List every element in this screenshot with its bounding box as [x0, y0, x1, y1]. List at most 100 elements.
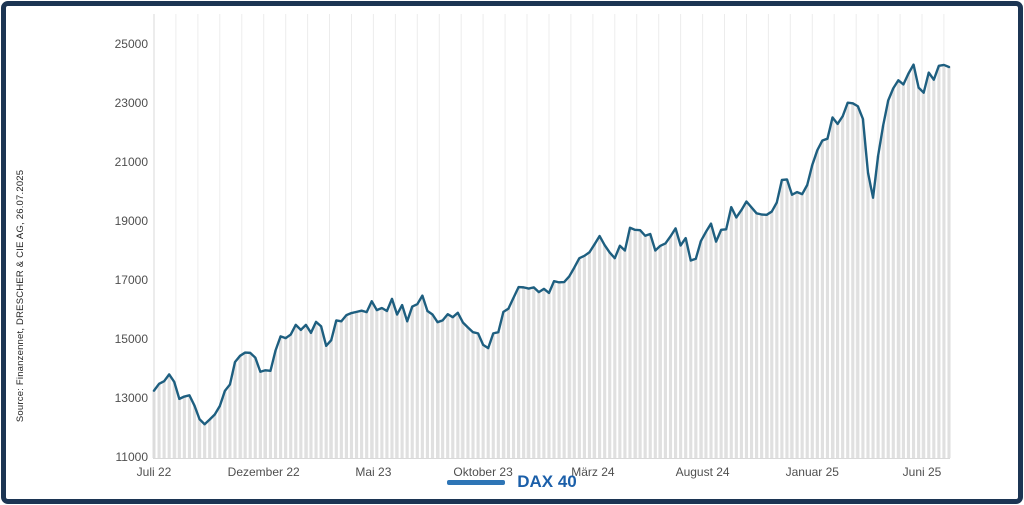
- value-bar: [643, 235, 647, 458]
- value-bar: [856, 106, 860, 458]
- value-bar: [461, 322, 465, 458]
- value-bar: [658, 245, 662, 458]
- value-bar: [279, 336, 283, 458]
- value-bar: [213, 414, 217, 458]
- value-bar: [258, 371, 262, 458]
- value-bar: [481, 344, 485, 458]
- value-bar: [592, 244, 597, 458]
- value-bar: [415, 304, 419, 458]
- y-tick-label: 25000: [115, 37, 149, 51]
- value-bar: [395, 314, 399, 458]
- legend-label: DAX 40: [517, 472, 577, 491]
- value-bar: [749, 207, 754, 458]
- value-bar: [208, 419, 212, 458]
- value-bar: [871, 197, 875, 458]
- value-bar: [420, 295, 424, 458]
- value-bar: [410, 306, 414, 458]
- value-bar: [501, 311, 505, 458]
- value-bar: [314, 321, 318, 458]
- value-bar: [385, 310, 389, 458]
- value-bar: [922, 92, 926, 459]
- value-bar: [947, 67, 951, 458]
- value-bar: [562, 282, 566, 458]
- value-bar: [289, 334, 293, 458]
- value-bar: [162, 381, 166, 458]
- value-bar: [775, 202, 779, 458]
- value-bar: [653, 250, 657, 458]
- value-bar: [552, 281, 556, 458]
- value-bar: [430, 314, 435, 458]
- value-bar: [699, 241, 703, 458]
- value-bar: [846, 102, 850, 458]
- value-bar: [663, 243, 667, 458]
- value-bar: [820, 140, 824, 458]
- value-bar: [937, 65, 941, 458]
- value-bar: [425, 310, 430, 458]
- value-bar: [896, 80, 900, 458]
- value-bar: [684, 238, 688, 458]
- value-bar: [344, 315, 348, 458]
- x-tick-label: Mai 23: [355, 465, 391, 479]
- value-bar: [360, 310, 364, 458]
- y-tick-label: 15000: [115, 332, 149, 346]
- value-bar: [785, 179, 789, 458]
- value-bar: [744, 201, 749, 458]
- value-bar: [932, 79, 936, 458]
- value-bar: [608, 252, 612, 458]
- value-bar: [486, 348, 490, 458]
- value-bar: [400, 305, 404, 458]
- value-bar: [927, 72, 931, 459]
- value-bar: [587, 252, 592, 458]
- value-bar: [623, 250, 627, 458]
- value-bar: [704, 231, 708, 458]
- value-bar: [203, 424, 207, 458]
- value-bar: [506, 308, 511, 458]
- value-bar: [517, 287, 521, 458]
- value-bar: [253, 357, 257, 458]
- value-bar: [273, 350, 278, 458]
- value-bar: [167, 374, 171, 458]
- value-bar: [456, 312, 460, 458]
- value-bar: [532, 287, 536, 459]
- value-bar: [192, 405, 197, 458]
- value-bar: [390, 298, 394, 458]
- value-bar: [284, 338, 288, 458]
- value-bar: [901, 84, 905, 459]
- value-bar: [187, 395, 192, 458]
- value-bar: [861, 118, 865, 459]
- value-bar: [825, 138, 830, 458]
- value-bar: [491, 333, 495, 458]
- value-bar: [577, 258, 581, 458]
- value-bar: [876, 155, 880, 458]
- value-bar: [603, 245, 607, 458]
- value-bar: [734, 217, 738, 458]
- y-tick-label: 19000: [115, 214, 149, 228]
- value-bar: [572, 267, 576, 458]
- value-bar: [694, 258, 698, 458]
- value-bar: [446, 314, 450, 458]
- value-bar: [765, 214, 769, 458]
- value-bar: [830, 117, 835, 458]
- value-bar: [466, 327, 470, 458]
- value-bar: [233, 362, 237, 458]
- value-bar: [582, 255, 586, 458]
- value-bar: [339, 321, 343, 458]
- value-bars: [152, 64, 951, 459]
- value-bar: [780, 180, 784, 458]
- value-bar: [441, 320, 445, 458]
- value-bar: [471, 332, 475, 458]
- value-bar: [668, 236, 673, 458]
- x-tick-label: Januar 25: [786, 465, 840, 479]
- value-bar: [679, 245, 683, 458]
- y-tick-label: 17000: [115, 273, 149, 287]
- value-bar: [628, 227, 632, 458]
- value-bar: [851, 103, 855, 459]
- value-bar: [815, 150, 819, 458]
- value-bar: [911, 64, 916, 459]
- value-bar: [891, 88, 895, 458]
- value-bar: [172, 381, 176, 458]
- value-bar: [795, 192, 799, 458]
- value-bar: [329, 340, 333, 458]
- value-bar: [906, 73, 911, 458]
- value-bar: [836, 123, 840, 458]
